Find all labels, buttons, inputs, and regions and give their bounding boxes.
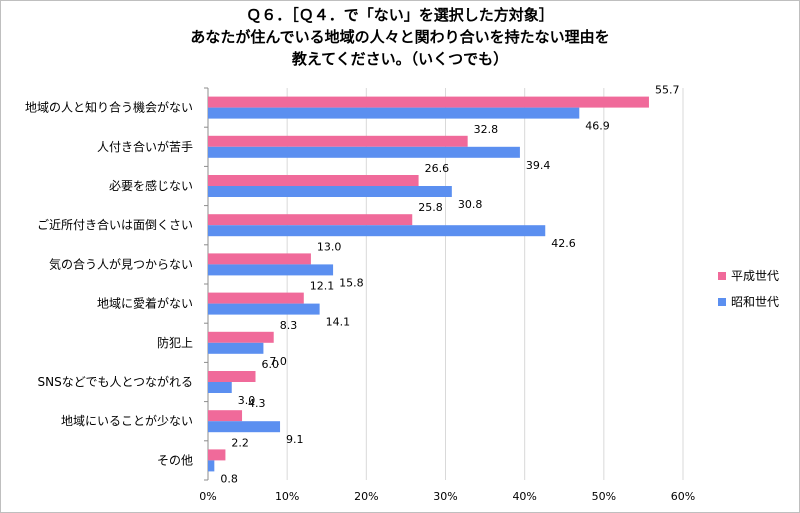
title-line-1: Ｑ６．［Ｑ４．で「ない」を選択した方対象］	[246, 6, 554, 24]
data-label: 42.6	[551, 237, 576, 250]
category-label: 地域にいることが少ない	[61, 413, 193, 428]
bar-heisei	[208, 253, 311, 265]
x-tick-label: 0%	[199, 490, 216, 503]
bar-showa	[208, 146, 520, 158]
category-label: 人付き合いが苦手	[97, 139, 193, 154]
data-label: 12.1	[310, 280, 335, 293]
bar-showa	[208, 382, 232, 393]
legend-label: 昭和世代	[731, 295, 779, 309]
title-line-3: 教えてください。（いくつでも）	[291, 50, 509, 68]
bar-showa	[208, 421, 281, 433]
bar-showa	[208, 186, 452, 197]
data-label: 2.2	[231, 436, 249, 449]
legend-swatch	[718, 272, 726, 280]
legend-label: 平成世代	[731, 269, 779, 283]
data-label: 6.0	[262, 358, 280, 371]
bar-heisei	[208, 135, 468, 147]
category-label: 防犯上	[157, 335, 193, 350]
bar-heisei	[208, 96, 649, 108]
data-label: 7.0	[269, 355, 287, 368]
bar-showa	[208, 264, 334, 276]
data-label: 32.8	[474, 123, 499, 136]
chart-title: Ｑ６．［Ｑ４．で「ない」を選択した方対象］ あなたが住んでいる地域の人々と関わり…	[0, 4, 800, 70]
bar-heisei	[208, 292, 304, 304]
category-label: 地域の人と知り合う機会がない	[25, 100, 193, 115]
x-tick-label: 60%	[671, 490, 695, 503]
data-label: 15.8	[339, 276, 364, 289]
bar-showa	[208, 225, 546, 237]
bar-heisei	[208, 371, 256, 382]
bar-showa	[208, 342, 264, 354]
bar-heisei	[208, 214, 413, 226]
data-label: 9.1	[286, 433, 304, 446]
x-tick-label: 30%	[433, 490, 457, 503]
bar-showa	[208, 460, 215, 472]
data-label: 0.8	[220, 472, 238, 485]
x-tick-label: 40%	[512, 490, 536, 503]
bar-heisei	[208, 331, 274, 343]
bar-heisei	[208, 449, 226, 461]
category-label: その他	[157, 453, 193, 467]
category-label: 地域に愛着がない	[97, 296, 193, 311]
data-label: 13.0	[317, 240, 342, 253]
data-label: 8.3	[280, 319, 298, 332]
category-label: 必要を感じない	[109, 178, 193, 193]
category-label: SNSなどでも人とつながれる	[38, 374, 194, 389]
bar-showa	[208, 107, 580, 119]
data-label: 3.0	[238, 394, 256, 407]
data-label: 55.7	[655, 84, 680, 97]
data-label: 4.3	[248, 397, 266, 410]
category-label: 気の合う人が見つからない	[49, 256, 193, 271]
data-label: 14.1	[326, 316, 351, 329]
data-label: 25.8	[418, 201, 443, 214]
data-label: 30.8	[458, 198, 483, 211]
category-label: ご近所付き合いは面倒くさい	[37, 217, 193, 232]
legend-swatch	[718, 298, 726, 306]
data-label: 26.6	[425, 162, 450, 175]
x-tick-label: 50%	[592, 490, 616, 503]
data-label: 46.9	[585, 120, 610, 133]
bar-heisei	[208, 175, 419, 186]
x-tick-label: 10%	[275, 490, 299, 503]
x-tick-label: 20%	[354, 490, 378, 503]
bar-showa	[208, 303, 320, 315]
title-line-2: あなたが住んでいる地域の人々と関わり合いを持たない理由を	[190, 28, 610, 46]
bar-heisei	[208, 410, 243, 422]
data-label: 39.4	[526, 159, 551, 172]
